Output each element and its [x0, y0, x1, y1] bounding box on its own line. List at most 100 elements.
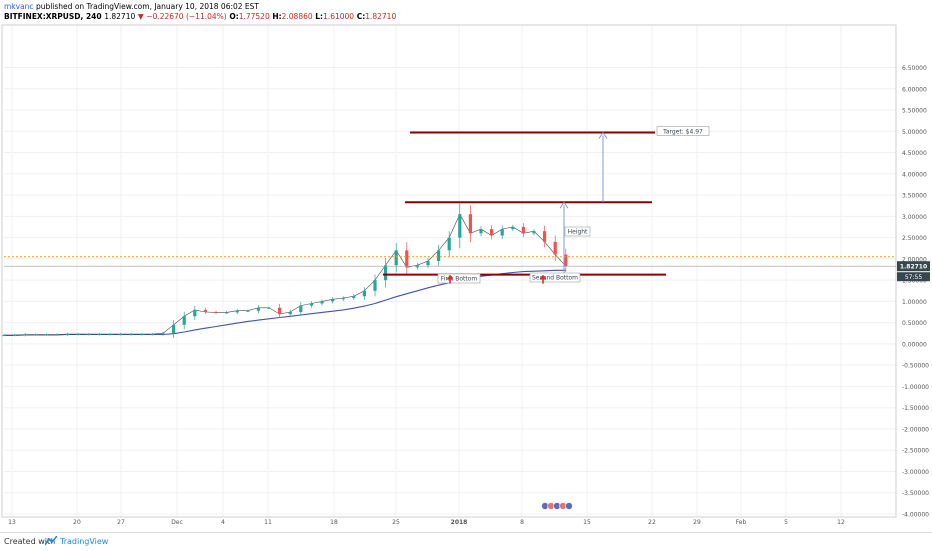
candle-body: [161, 333, 165, 335]
candle-body: [553, 241, 557, 255]
high-label: H:: [272, 12, 282, 21]
series-layer: [2, 203, 568, 338]
current-price-label: 1.82710: [900, 264, 927, 271]
candle-body: [225, 312, 229, 314]
second-bottom-label: Second Bottom: [532, 275, 578, 282]
target-label-box: [656, 126, 710, 136]
time-tick-label: Feb: [736, 519, 747, 526]
candle-body: [129, 334, 133, 336]
candle-body: [437, 250, 441, 261]
time-tick-label: 8: [520, 519, 524, 526]
height-label-box: [564, 226, 591, 237]
price-tick-label: -3.50000: [902, 490, 929, 497]
price-tick-label: 6.00000: [902, 86, 927, 93]
candle-body: [34, 334, 38, 336]
candle-body: [214, 312, 218, 314]
price-tick-label: -1.50000: [902, 405, 929, 412]
open-label: O:: [229, 12, 239, 21]
candle-body: [267, 307, 271, 309]
candle-body: [490, 229, 494, 236]
candle-body: [532, 231, 536, 234]
time-tick-label: 13: [8, 519, 16, 526]
height-arrow-head-icon: [559, 201, 569, 209]
event-flag-icon: [565, 502, 573, 510]
candle-body: [479, 229, 483, 234]
time-tick-label: 15: [583, 519, 591, 526]
candle-body: [182, 316, 186, 325]
first-bottom-label: First Bottom: [441, 276, 478, 283]
time-tick-label: 12: [837, 519, 845, 526]
price-tick-label: 1.00000: [902, 299, 927, 306]
candle-body: [76, 334, 80, 336]
high-value: 2.08860: [281, 12, 313, 21]
time-tick-label: 22: [648, 519, 656, 526]
close-value: 1.82710: [365, 12, 397, 21]
candle-body: [564, 254, 568, 267]
candle-body: [384, 265, 388, 281]
candle-body: [140, 334, 144, 336]
countdown-label: 57:55: [905, 274, 922, 281]
candle-body: [394, 250, 398, 266]
price-tick-label: 5.50000: [902, 108, 927, 115]
price-chart[interactable]: Target: $4.97 Height First Bottom Second Bo…: [0, 0, 932, 532]
candle-body: [66, 334, 70, 336]
low-value: 1.61000: [323, 12, 355, 21]
time-tick-label: 20: [73, 519, 81, 526]
target-label: Target: $4.97: [662, 128, 703, 135]
last-price: 1.82710: [104, 12, 136, 21]
candle-body: [150, 334, 154, 336]
candle-body: [119, 334, 123, 336]
countdown-badge: [897, 272, 930, 282]
price-axis: 6.50000 6.00000 5.50000 5.00000 4.50000 4.000…: [897, 65, 930, 519]
candle-body: [500, 229, 504, 236]
price-tick-label: 4.50000: [902, 150, 927, 157]
time-tick-label: 29: [693, 519, 701, 526]
candle-body: [288, 312, 292, 315]
candle-body: [341, 297, 345, 300]
time-tick-label: 25: [392, 519, 400, 526]
candle-body: [309, 303, 313, 306]
time-tick-label: 4: [221, 519, 225, 526]
candle-body: [543, 231, 547, 242]
tradingview-link[interactable]: TradingView: [60, 537, 109, 546]
plot-frame: [1, 24, 897, 518]
first-bottom-arrow-head-icon: [446, 274, 454, 280]
candle-body: [203, 309, 207, 313]
symbol-label: BITFINEX:XRPUSD, 240: [4, 12, 102, 21]
events-marker: [541, 502, 573, 510]
candle-body: [235, 310, 239, 313]
price-tick-label: 5.00000: [902, 129, 927, 136]
candle-body: [256, 307, 260, 311]
time-tick-label: 27: [117, 519, 125, 526]
author-link[interactable]: mkvanc: [4, 2, 34, 11]
current-price-badge: [897, 261, 930, 272]
price-tick-label: 3.00000: [902, 214, 927, 221]
price-tick-label: 3.50000: [902, 193, 927, 200]
candle-body: [97, 334, 101, 336]
price-tick-label: 4.00000: [902, 171, 927, 178]
close-label: C:: [356, 12, 366, 21]
candle-body: [352, 296, 356, 298]
candle-body: [405, 250, 409, 268]
price-tick-label: 2.00000: [902, 256, 927, 263]
candle-body: [299, 305, 303, 313]
candle-body: [447, 237, 451, 251]
candle-body: [373, 280, 377, 291]
change-arrow-icon: ▼: [137, 12, 144, 21]
first-bottom-label-box: [437, 273, 481, 284]
symbol-legend: BITFINEX:XRPUSD, 240 1.82710 ▼ −0.22670 …: [4, 12, 396, 22]
second-bottom-label-box: [529, 272, 581, 283]
candle-body: [511, 226, 515, 230]
candle-body: [426, 260, 430, 266]
price-tick-label: 2.50000: [902, 235, 927, 242]
time-axis: 13 20 27 Dec 4 11 18 25 2018 8 15 22 29 Feb 5 12: [8, 519, 845, 526]
published-text: published on TradingView.com, January 10…: [35, 2, 260, 11]
candle-body: [108, 334, 112, 336]
candle-body: [23, 334, 27, 336]
chart-grid: [4, 25, 896, 517]
price-change: −0.22670 (−11.04%): [146, 12, 227, 21]
candle-body: [55, 334, 59, 336]
price-tick-label: -2.50000: [902, 448, 929, 455]
candle-body: [458, 214, 462, 238]
candle-body: [193, 309, 197, 317]
